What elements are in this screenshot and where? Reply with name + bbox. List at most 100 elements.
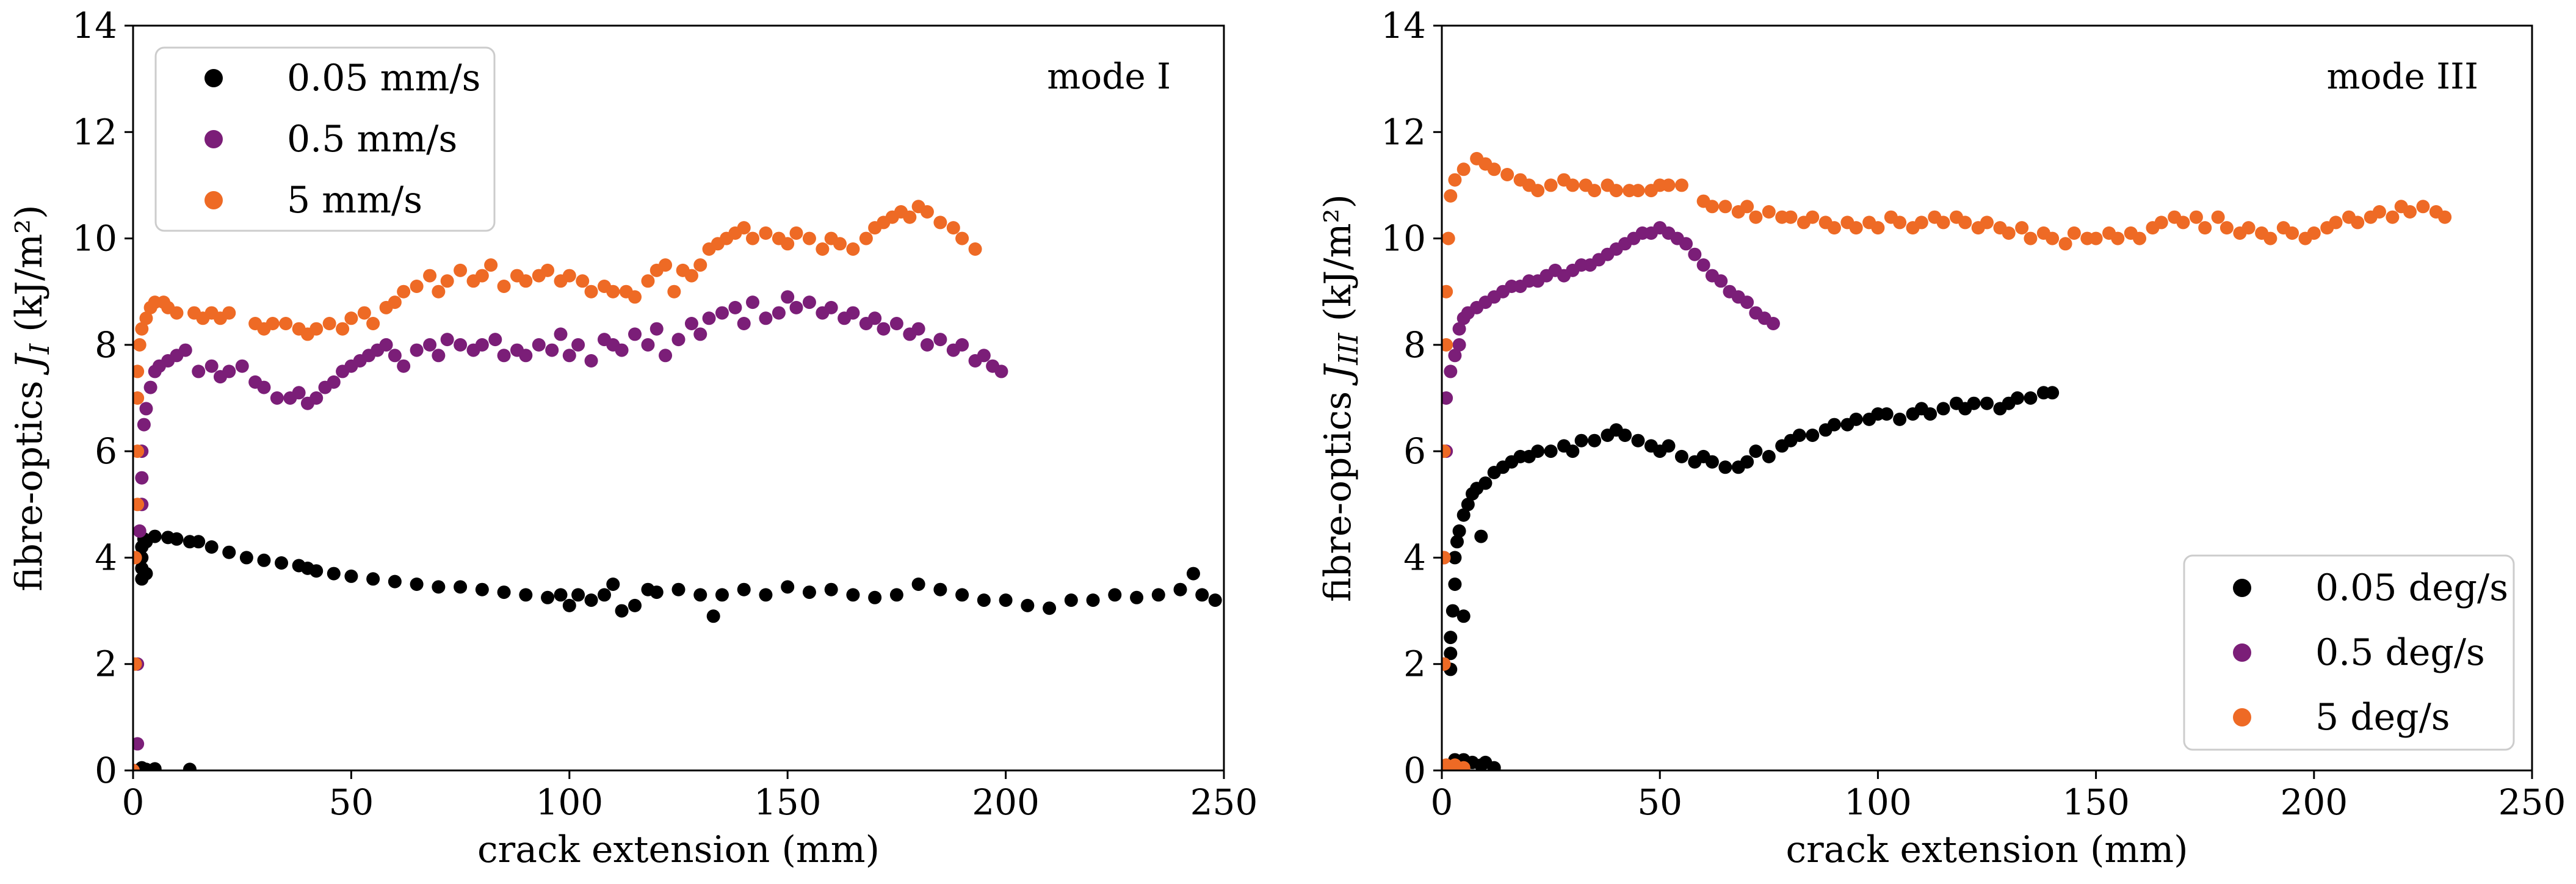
- axes-frame: [132, 24, 1225, 772]
- data-point: [789, 300, 803, 314]
- data-point: [846, 306, 860, 320]
- data-point: [667, 284, 681, 299]
- data-point: [1936, 402, 1950, 416]
- axes-frame: [1441, 24, 2533, 772]
- data-point: [133, 524, 147, 538]
- data-point: [789, 226, 803, 240]
- data-point: [1662, 178, 1676, 192]
- y-tick-label: 10: [72, 218, 117, 259]
- data-point: [706, 609, 720, 623]
- y-tick-label: 0: [1403, 750, 1426, 791]
- data-point: [1849, 221, 1863, 235]
- y-tick-label: 2: [1403, 643, 1426, 685]
- x-axis-label: crack extension (mm): [477, 828, 880, 871]
- data-point: [1740, 200, 1754, 214]
- data-point: [1967, 396, 1981, 410]
- data-point: [715, 306, 729, 320]
- data-point: [903, 210, 917, 224]
- data-point: [889, 588, 903, 602]
- data-point: [1749, 444, 1763, 458]
- data-point: [410, 343, 424, 357]
- data-point: [222, 545, 236, 559]
- y-tick-label: 8: [95, 324, 117, 366]
- y-tick-label: 12: [72, 111, 117, 153]
- series-0: [1442, 386, 2060, 770]
- data-point: [684, 317, 698, 330]
- data-point: [143, 380, 157, 394]
- data-point: [388, 295, 402, 310]
- data-point: [257, 380, 271, 394]
- data-point: [1444, 647, 1458, 661]
- y-tick-label: 2: [95, 643, 117, 685]
- data-point: [366, 572, 380, 586]
- data-point: [1674, 178, 1688, 192]
- data-point: [532, 338, 546, 352]
- data-point: [488, 333, 502, 347]
- y-tick-label: 4: [1403, 537, 1426, 578]
- y-axis-label: fibre-optics JIII (kJ/m²): [1317, 194, 1364, 602]
- data-point: [322, 317, 336, 330]
- data-point: [2111, 231, 2125, 245]
- data-point: [1108, 588, 1122, 602]
- data-point: [1871, 221, 1885, 235]
- data-point: [475, 269, 489, 283]
- data-point: [2198, 221, 2212, 235]
- data-point: [541, 590, 555, 604]
- series-1: [133, 290, 1008, 770]
- y-tick-label: 0: [95, 750, 117, 791]
- data-point: [2154, 216, 2168, 230]
- data-point: [222, 306, 236, 320]
- x-tick-label: 200: [972, 781, 1040, 823]
- data-point: [454, 338, 468, 352]
- data-point: [133, 498, 145, 512]
- data-points: [1442, 151, 2452, 770]
- data-point: [1445, 604, 1460, 618]
- data-point: [2403, 205, 2417, 219]
- data-point: [824, 300, 838, 314]
- series-2: [133, 200, 982, 770]
- data-point: [1893, 412, 1907, 426]
- data-point: [955, 338, 969, 352]
- data-point: [920, 205, 934, 219]
- data-point: [759, 311, 773, 325]
- data-point: [270, 391, 284, 405]
- data-point: [641, 338, 655, 352]
- data-point: [133, 737, 145, 751]
- data-point: [133, 391, 145, 405]
- data-point: [693, 327, 707, 341]
- data-point: [816, 242, 830, 256]
- data-point: [562, 269, 576, 283]
- data-point: [178, 343, 192, 357]
- data-point: [1762, 449, 1776, 463]
- data-point: [802, 585, 816, 600]
- data-point: [1958, 216, 1972, 230]
- data-point: [1442, 284, 1453, 299]
- data-point: [2133, 231, 2147, 245]
- data-point: [1448, 349, 1462, 363]
- y-tick-label: 14: [1381, 5, 1426, 46]
- data-point: [1662, 439, 1676, 453]
- data-point: [606, 284, 620, 299]
- data-point: [671, 333, 686, 347]
- data-point: [889, 317, 903, 330]
- data-point: [1566, 444, 1580, 458]
- data-point: [715, 588, 729, 602]
- data-point: [576, 274, 590, 288]
- data-point: [1531, 184, 1545, 198]
- data-point: [584, 354, 598, 368]
- data-point: [759, 588, 773, 602]
- legend-frame: [154, 46, 496, 232]
- mode-annotation: mode I: [1047, 56, 1171, 97]
- data-point: [1442, 391, 1453, 405]
- data-point: [1688, 247, 1702, 261]
- data-point: [824, 582, 838, 596]
- data-point: [1456, 508, 1471, 522]
- data-point: [1679, 237, 1693, 251]
- data-point: [497, 349, 511, 363]
- data-point: [266, 317, 280, 330]
- x-tick-label: 150: [754, 781, 822, 823]
- data-point: [1574, 433, 1588, 447]
- data-point: [1450, 535, 1464, 549]
- data-point: [737, 317, 751, 330]
